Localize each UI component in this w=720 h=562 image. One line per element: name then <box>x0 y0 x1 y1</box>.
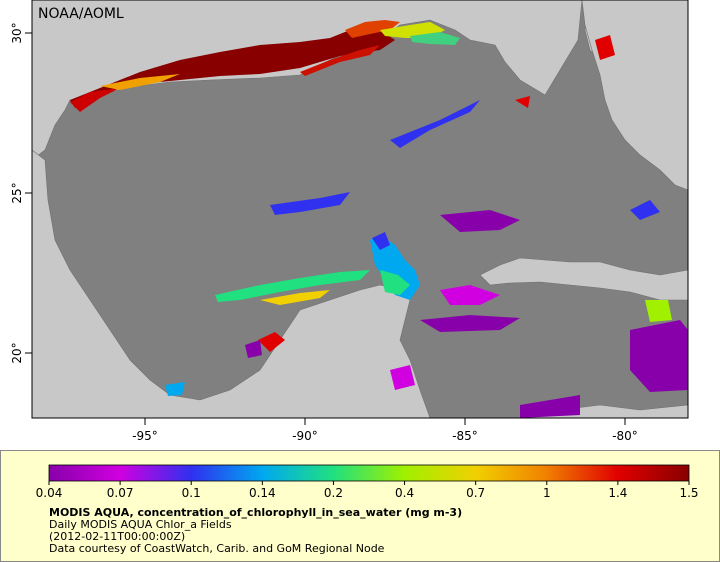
watermark-label: NOAA/AOML <box>38 6 124 22</box>
lon-tick-label: -95° <box>132 429 158 443</box>
chl-mississippi-plume <box>345 20 400 38</box>
chl-offshore-purple-3 <box>420 315 520 332</box>
colorbar-tick-label: 0.1 <box>182 486 201 500</box>
map-panel: -95° -90° -85° -80° 30° 25° 20° NOAA/AOM… <box>10 0 689 443</box>
lat-tick-label: 30° <box>10 22 24 43</box>
chl-offshore-purple-2 <box>440 285 500 305</box>
chl-offshore-purple-5 <box>630 320 688 392</box>
lon-tick-label: -85° <box>452 429 478 443</box>
colorbar-tick-label: 1.4 <box>608 486 627 500</box>
chl-honduras-green <box>645 300 672 322</box>
lat-tick-marks <box>25 32 32 354</box>
colorbar: 0.04 0.07 0.1 0.14 0.2 0.4 0.7 1 1.4 1.5 <box>36 464 699 500</box>
chl-campeche-red <box>258 332 285 352</box>
chl-offshore-blue-1 <box>270 192 350 215</box>
lon-tick-label: -90° <box>292 429 318 443</box>
caption-title: MODIS AQUA, concentration_of_chlorophyll… <box>49 506 463 519</box>
lon-tick-label: -80° <box>612 429 638 443</box>
lon-tick-marks <box>144 418 626 425</box>
colorbar-segments <box>49 465 689 481</box>
colorbar-gradient <box>49 465 689 481</box>
colorbar-tick-label: 0.04 <box>36 486 63 500</box>
chl-coastal-band-north <box>70 28 395 108</box>
colorbar-frame <box>48 464 690 482</box>
chl-offshore-cyan-1 <box>165 382 185 396</box>
caption-credit: Data courtesy of CoastWatch, Carib. and … <box>49 542 385 555</box>
chl-florida-red <box>595 35 615 60</box>
chl-texas-yellow <box>100 74 180 90</box>
chlorophyll-layer <box>70 20 688 418</box>
colorbar-tick-label: 0.2 <box>324 486 343 500</box>
legend-panel: 0.04 0.07 0.1 0.14 0.2 0.4 0.7 1 1.4 1.5 MODIS AQ… <box>0 450 720 562</box>
lat-tick-label: 25° <box>10 182 24 203</box>
plot-frame <box>31 0 689 419</box>
chl-offshore-purple-6 <box>520 395 580 418</box>
chl-keys-red <box>515 96 530 108</box>
chl-plume-green <box>410 32 460 45</box>
colorbar-tick-label: 1.5 <box>679 486 698 500</box>
chl-yucatan-plume-blue <box>372 232 390 250</box>
land-mexico-west <box>31 149 431 419</box>
chl-texas-red <box>70 88 120 112</box>
chl-campeche-purple <box>245 340 262 358</box>
colorbar-tick-label: 0.14 <box>249 486 276 500</box>
lat-tick-label: 20° <box>10 342 24 363</box>
chl-offshore-purple-4 <box>390 365 415 390</box>
chl-coastal-band-la <box>300 45 380 76</box>
chl-offshore-purple-1 <box>440 210 520 232</box>
chl-campeche-streak-1 <box>215 270 370 302</box>
caption-subtitle: Daily MODIS AQUA Chlor_a Fields <box>49 518 232 531</box>
chl-yucatan-plume-green <box>380 270 410 295</box>
colorbar-tick-label: 0.07 <box>107 486 134 500</box>
chl-offshore-blue-2 <box>390 100 480 148</box>
chl-keys-blue <box>630 200 660 220</box>
colorbar-ticks: 0.04 0.07 0.1 0.14 0.2 0.4 0.7 1 1.4 1.5 <box>36 481 699 500</box>
caption-time: (2012-02-11T00:00:00Z) <box>49 530 186 543</box>
colorbar-tick-label: 1 <box>543 486 551 500</box>
chl-campeche-streak-2 <box>260 290 330 305</box>
colorbar-tick-label: 0.4 <box>395 486 414 500</box>
colorbar-tick-label: 0.7 <box>466 486 485 500</box>
map-canvas: -95° -90° -85° -80° 30° 25° 20° NOAA/AOM… <box>10 0 689 443</box>
